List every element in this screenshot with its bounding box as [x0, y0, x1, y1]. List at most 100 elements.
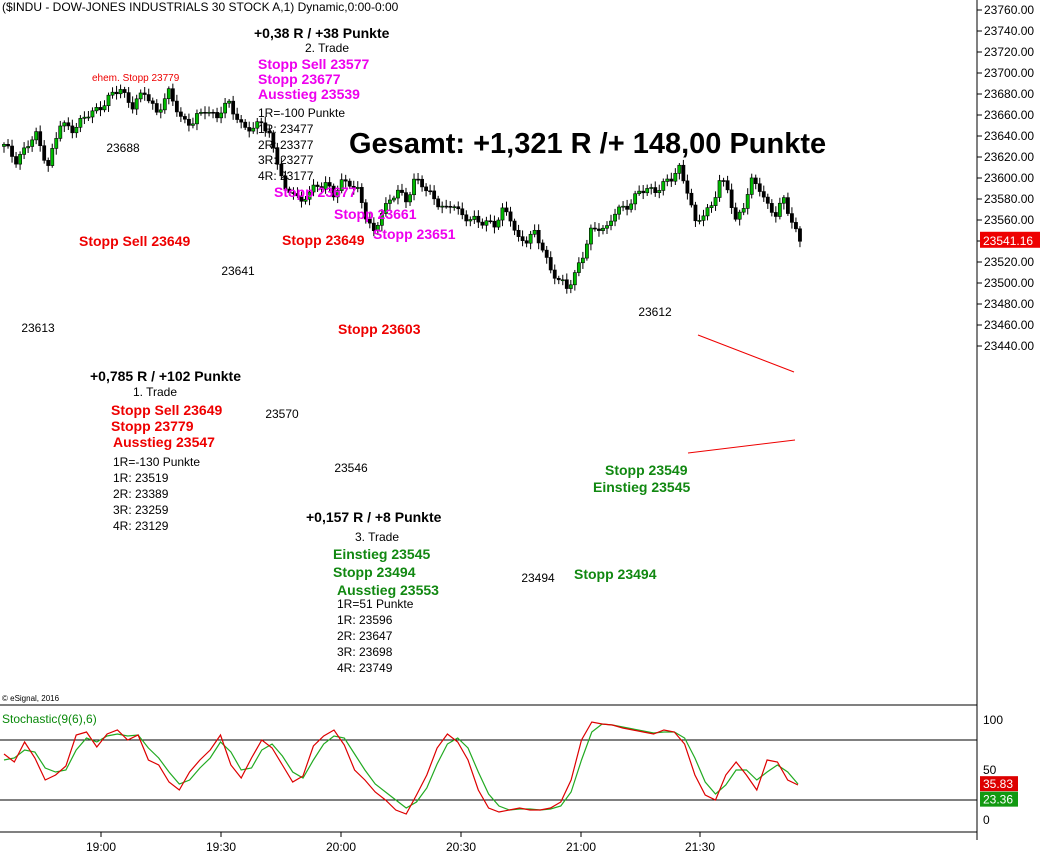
candle [74, 122, 79, 138]
candle-body [142, 92, 147, 95]
candle-body [560, 279, 565, 282]
candle-body [267, 130, 272, 134]
candle [468, 216, 473, 227]
candle [520, 230, 525, 247]
trade3-line: Ausstieg 23553 [337, 582, 439, 598]
trade3-line: 4R: 23749 [337, 661, 393, 675]
candle-body [279, 163, 284, 177]
candle [408, 191, 412, 206]
stoch-k-value: 35.83 [983, 777, 1013, 791]
candle [46, 157, 51, 172]
candle [30, 136, 35, 152]
candle [552, 264, 557, 285]
price-tick-label: 23500.00 [984, 276, 1034, 290]
candle [251, 122, 256, 134]
candle-body [363, 202, 368, 220]
candle [22, 142, 27, 160]
candle [355, 181, 360, 193]
candle-body [355, 187, 360, 189]
candle [464, 210, 469, 227]
trade3-line: Stopp 23494 [333, 564, 416, 580]
candle [536, 224, 541, 250]
annotation-einstieg: Einstieg 23545 [593, 479, 691, 495]
annotation-stopp: Stopp 23603 [338, 321, 421, 337]
candle [757, 177, 762, 197]
candle [327, 176, 332, 192]
candle [191, 117, 195, 129]
candle [227, 99, 232, 108]
candle-body [46, 160, 51, 166]
candle-body [584, 243, 589, 259]
candle [363, 199, 368, 224]
stoch-tick-label: 50 [983, 763, 997, 777]
candle-body [765, 196, 770, 204]
candle [785, 192, 790, 216]
candle [689, 188, 694, 208]
candle [609, 214, 613, 231]
candle [299, 191, 304, 208]
candle [166, 86, 171, 105]
candle [777, 197, 782, 220]
candle [794, 217, 798, 233]
last-price-badge [980, 231, 1040, 248]
candle-body [26, 146, 31, 149]
candle [375, 222, 380, 235]
last-price-label: 23541.16 [983, 234, 1033, 248]
candle [235, 107, 240, 124]
candle-body [98, 107, 103, 111]
candle-body [239, 119, 244, 123]
candle-body [379, 213, 384, 226]
candle-body [251, 127, 256, 132]
candle-body [388, 199, 392, 204]
candle-body [564, 279, 569, 289]
price-tick-label: 23520.00 [984, 255, 1034, 269]
candle [106, 92, 111, 112]
candle [347, 178, 352, 189]
candle-body [576, 262, 581, 273]
candle [343, 174, 348, 188]
candle-body [271, 132, 276, 148]
candle [432, 185, 437, 205]
candle-body [375, 224, 380, 231]
candle-body [669, 178, 674, 182]
candle-body [609, 220, 613, 226]
trade3-line: 3R: 23698 [337, 645, 393, 659]
candle-body [331, 185, 336, 198]
price-tick-label: 23480.00 [984, 297, 1034, 311]
candle-body [392, 197, 396, 201]
candle-body [512, 220, 517, 231]
candle [412, 173, 416, 201]
trade3-line: 1R=51 Punkte [337, 597, 414, 611]
candle-body [729, 189, 734, 208]
level-label: 23570 [265, 407, 299, 421]
trade1-name: 1. Trade [133, 385, 178, 399]
candle-body [404, 192, 408, 203]
candle-body [597, 228, 601, 231]
candle [2, 142, 6, 153]
candle-body [315, 184, 320, 187]
chart-header: ($INDU - DOW-JONES INDUSTRIALS 30 STOCK … [2, 0, 399, 14]
candle-body [617, 206, 621, 215]
candle-body [464, 214, 469, 222]
candle [773, 206, 778, 223]
candle [745, 188, 750, 215]
candle [508, 206, 513, 227]
candle-body [130, 102, 135, 110]
candle [701, 209, 706, 227]
candle [613, 208, 617, 227]
annotation-stopp: Stopp 23661 [334, 206, 417, 222]
candle-body [70, 125, 75, 134]
candle [597, 223, 601, 237]
candle [665, 174, 670, 187]
candle-body [219, 112, 223, 119]
candle-body [259, 121, 264, 124]
candle-body [701, 215, 706, 221]
candle [94, 103, 99, 114]
price-tick-label: 23660.00 [984, 108, 1034, 122]
candle [761, 185, 766, 202]
candle-body [721, 180, 726, 182]
stoch-d-badge [980, 791, 1018, 807]
candle [480, 218, 485, 229]
candle-body [78, 118, 83, 128]
trade1-line: 3R: 23259 [113, 503, 169, 517]
